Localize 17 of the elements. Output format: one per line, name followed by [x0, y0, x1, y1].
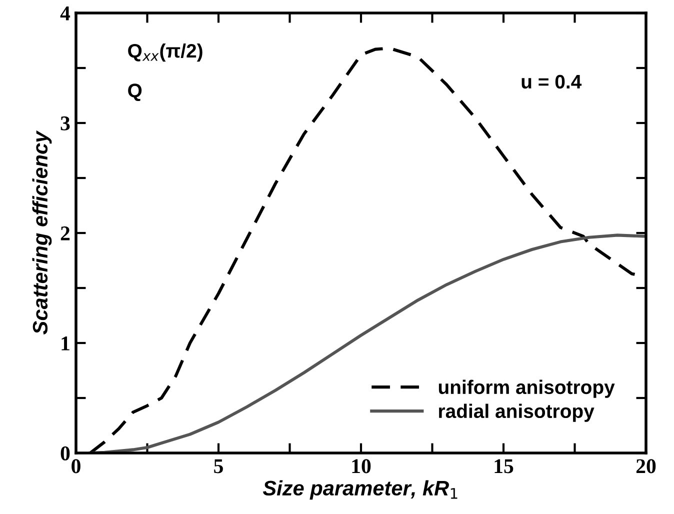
- x-tick-label: 15: [494, 459, 514, 474]
- y-tick-label: 0: [60, 446, 70, 460]
- legend-label: uniform anisotropy: [438, 380, 615, 398]
- y-tick-label: 1: [62, 336, 70, 350]
- y-axis-title: Scattering efficiency: [32, 130, 52, 334]
- x-tick-label: 0: [72, 459, 80, 474]
- y-tick-label: 4: [60, 6, 70, 20]
- annotation: Q$_{xx}$(π/2): [128, 43, 202, 62]
- annotation: Q: [128, 84, 142, 102]
- y-tick-label: 3: [60, 116, 70, 130]
- x-tick-label: 5: [214, 459, 223, 474]
- x-axis-title: Size parameter, kR$_{1}$: [262, 480, 458, 500]
- x-tick-label: 10: [352, 459, 371, 474]
- annotation: u = 0.4: [522, 74, 582, 89]
- legend-label: radial anisotropy: [439, 404, 594, 422]
- x-tick-label: 20: [636, 459, 656, 474]
- y-tick-label: 2: [60, 226, 70, 240]
